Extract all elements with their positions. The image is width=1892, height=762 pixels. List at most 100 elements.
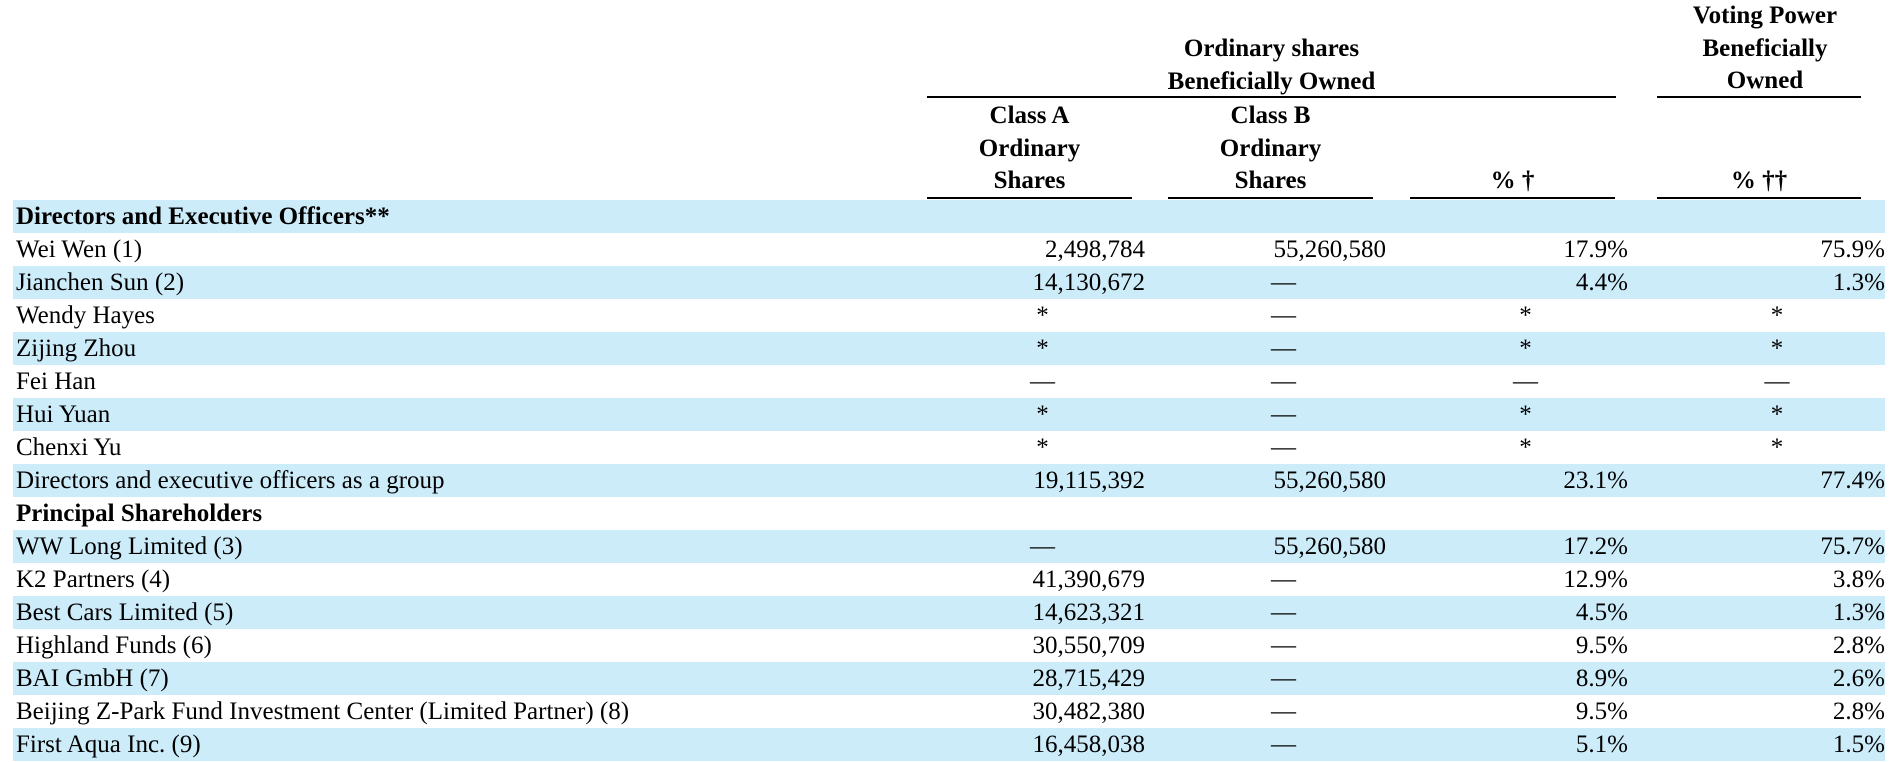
table-row: Beijing Z-Park Fund Investment Center (L… (13, 695, 1885, 728)
table-row: Hui Yuan * — * * (13, 398, 1885, 431)
holder-name: Directors and executive officers as a gr… (16, 467, 445, 494)
class-b-line-1: Class B (1230, 102, 1311, 129)
pct-voting-header: % †† (1657, 165, 1861, 198)
pct-rule (1410, 197, 1615, 199)
class-b-value: — (1271, 368, 1296, 395)
holder-name: Wei Wen (1) (16, 236, 143, 263)
class-a-value: * (1036, 401, 1049, 428)
table-row: BAI GmbH (7) 28,715,429 — 8.9% 2.6% (13, 662, 1885, 695)
holder-name: Best Cars Limited (5) (16, 599, 234, 626)
holder-name: WW Long Limited (3) (16, 533, 243, 560)
class-a-line-1: Class A (989, 102, 1070, 129)
class-b-rule (1168, 197, 1373, 199)
class-b-value: — (1271, 665, 1296, 692)
class-b-value: — (1271, 401, 1296, 428)
table-row: WW Long Limited (3) — 55,260,580 17.2% 75.7% (13, 530, 1885, 563)
table-row: Wendy Hayes * — * * (13, 299, 1885, 332)
voting-header-line-2: Beneficially (1702, 34, 1828, 62)
class-a-value: * (1036, 302, 1049, 329)
pct-value: 4.4% (1575, 269, 1628, 296)
pct-value: * (1519, 302, 1532, 329)
pct-value: 5.1% (1575, 731, 1628, 758)
voting-pct-value: 75.9% (1820, 236, 1885, 263)
holder-name: Wendy Hayes (16, 302, 155, 329)
pct-value: 9.5% (1575, 632, 1628, 659)
table-row: Chenxi Yu * — * * (13, 431, 1885, 464)
class-a-value: 30,550,709 (1032, 632, 1146, 659)
voting-pct-value: — (1764, 368, 1790, 395)
class-b-value: — (1271, 269, 1296, 296)
pct-value: — (1513, 368, 1538, 395)
class-b-value: — (1271, 599, 1296, 626)
table-row: First Aqua Inc. (9) 16,458,038 — 5.1% 1.5% (13, 728, 1885, 761)
class-b-value: — (1271, 302, 1296, 329)
pct-voting-header-label: % †† (1730, 167, 1788, 194)
table-row: Jianchen Sun (2) 14,130,672 — 4.4% 1.3% (13, 266, 1885, 299)
holder-name: Highland Funds (6) (16, 632, 212, 659)
pct-value: 4.5% (1575, 599, 1628, 626)
pct-voting-rule (1657, 197, 1861, 199)
voting-pct-value: 1.3% (1832, 599, 1885, 626)
voting-pct-value: 77.4% (1820, 467, 1885, 494)
voting-header-line-3: Owned (1726, 67, 1804, 94)
voting-group-rule (1657, 96, 1861, 98)
class-a-value: 14,623,321 (1032, 599, 1146, 626)
holder-name: Beijing Z-Park Fund Investment Center (L… (16, 698, 630, 725)
holder-name: First Aqua Inc. (9) (16, 731, 201, 758)
ordinary-shares-header: Ordinary shares Beneficially Owned (927, 33, 1616, 98)
voting-pct-value: * (1770, 434, 1784, 461)
ordinary-header-line-1: Ordinary shares (1183, 35, 1360, 62)
voting-pct-value: 2.6% (1832, 665, 1885, 692)
class-b-value: — (1271, 335, 1296, 362)
ordinary-header-line-2: Beneficially Owned (1167, 67, 1376, 95)
voting-pct-value: * (1770, 335, 1784, 362)
voting-header-line-1: Voting Power (1692, 2, 1838, 29)
class-a-rule (927, 197, 1132, 199)
table-row: Zijing Zhou * — * * (13, 332, 1885, 365)
class-a-value: — (1030, 533, 1055, 560)
class-a-value: 14,130,672 (1032, 269, 1146, 296)
class-a-value: — (1030, 368, 1055, 395)
holder-name: Chenxi Yu (16, 434, 122, 461)
class-a-value: * (1036, 335, 1049, 362)
table-row: Best Cars Limited (5) 14,623,321 — 4.5% 1.3% (13, 596, 1885, 629)
pct-value: 17.9% (1563, 236, 1628, 263)
section-title: Directors and Executive Officers** (16, 203, 390, 230)
class-b-value: 55,260,580 (1273, 236, 1387, 263)
class-b-value: — (1271, 566, 1296, 593)
voting-power-header: Voting Power Beneficially Owned (1657, 0, 1873, 98)
voting-pct-value: 75.7% (1820, 533, 1885, 560)
class-a-line-2: Ordinary (978, 134, 1081, 162)
pct-value: * (1519, 434, 1532, 461)
voting-pct-value: * (1770, 401, 1784, 428)
class-b-value: — (1271, 434, 1296, 461)
holder-name: Fei Han (16, 368, 96, 395)
holder-name: BAI GmbH (7) (16, 665, 169, 692)
class-a-value: * (1036, 434, 1049, 461)
class-b-line-2: Ordinary (1219, 134, 1322, 162)
class-b-value: — (1271, 698, 1296, 725)
voting-pct-value: 2.8% (1832, 698, 1885, 725)
pct-header-label: % † (1490, 167, 1535, 194)
pct-header: % † (1410, 165, 1615, 198)
holder-name: Hui Yuan (16, 401, 111, 428)
pct-value: 9.5% (1575, 698, 1628, 725)
voting-pct-value: 1.3% (1832, 269, 1885, 296)
holder-name: Zijing Zhou (16, 335, 137, 362)
pct-value: * (1519, 335, 1532, 362)
pct-value: 8.9% (1575, 665, 1628, 692)
pct-value: 12.9% (1563, 566, 1628, 593)
section-header-row: Directors and Executive Officers** (13, 200, 1885, 233)
class-a-value: 19,115,392 (1033, 467, 1145, 494)
table-row: Highland Funds (6) 30,550,709 — 9.5% 2.8% (13, 629, 1885, 662)
pct-value: 17.2% (1563, 533, 1628, 560)
class-b-value: 55,260,580 (1273, 533, 1387, 560)
voting-pct-value: * (1770, 302, 1784, 329)
voting-pct-value: 2.8% (1832, 632, 1885, 659)
class-b-line-3: Shares (1234, 167, 1307, 194)
class-a-value: 2,498,784 (1045, 236, 1145, 263)
class-b-header: Class B Ordinary Shares (1168, 100, 1373, 198)
table-row: K2 Partners (4) 41,390,679 — 12.9% 3.8% (13, 563, 1885, 596)
class-a-value: 30,482,380 (1032, 698, 1146, 725)
table-row: Directors and executive officers as a gr… (13, 464, 1885, 497)
